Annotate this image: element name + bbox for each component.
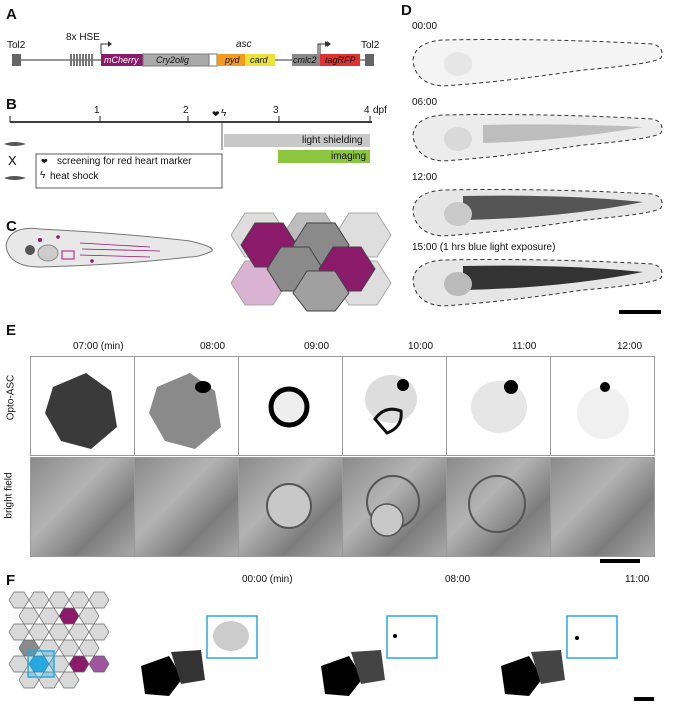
mcherry-box [101, 54, 143, 66]
pyd-box [217, 54, 245, 66]
fish-image-12 [403, 170, 669, 248]
imaging-label: imaging [331, 151, 367, 162]
timeline-diagram [4, 116, 372, 189]
scale-bar-e [600, 559, 640, 563]
e-time-4: 11:00 [512, 341, 537, 352]
panel-label-a: A [6, 6, 17, 23]
f-tile-3 [481, 588, 658, 702]
pyd-label: pyd [225, 55, 240, 65]
tol2-left-label: Tol2 [7, 40, 26, 51]
fish-region-box [61, 250, 75, 260]
e-time-0: 07:00 (min) [73, 341, 124, 352]
fish-image-06 [403, 95, 669, 173]
hexagon-grid-f [8, 591, 110, 689]
fish-schematic [5, 227, 213, 268]
tagrfp-label: tagRFP [325, 55, 356, 65]
d-time-00: 00:00 [412, 21, 438, 32]
tol2-right-label: Tol2 [361, 40, 380, 51]
cry2olig-label: Cry2olig [156, 55, 190, 65]
legend-bolt-icon: ϟ [40, 170, 46, 181]
card-label: card [250, 55, 268, 65]
legend-heart-text: screening for red heart marker [57, 156, 192, 167]
fish-icon-top [4, 142, 26, 146]
opto-tile-4 [342, 356, 447, 456]
panel-label-b: B [6, 96, 17, 113]
tick-label-2: 2 [183, 105, 189, 116]
opto-tile-5 [446, 356, 551, 456]
hse-promoter-arrow [100, 43, 110, 54]
fish-image-15 [403, 240, 669, 318]
tick-label-3: 3 [273, 105, 279, 116]
bf-tile-6 [550, 457, 655, 557]
d-time-06: 06:00 [412, 97, 438, 108]
tick-unit: dpf [373, 105, 387, 116]
tol2-right-box [365, 54, 374, 66]
opto-tile-3 [238, 356, 343, 456]
asc-label: asc [236, 39, 252, 50]
bf-tile-2 [134, 457, 239, 557]
panel-label-d: D [401, 2, 412, 19]
opto-tile-2 [134, 356, 239, 456]
panel-label-e: E [6, 322, 17, 339]
panel-label-f: F [6, 572, 16, 589]
f-tile-2 [301, 588, 478, 702]
heart-icon: ❤ [212, 109, 220, 119]
row-label-opto: Opto-ASC [5, 374, 17, 421]
scale-bar-f [634, 697, 654, 701]
f-time-0: 00:00 (min) [242, 574, 293, 585]
hse-label: 8x HSE [66, 32, 100, 43]
card-box [245, 54, 275, 66]
bolt-icon: ϟ [221, 108, 227, 119]
opto-tile-6 [550, 356, 655, 456]
tick-label-1: 1 [94, 105, 100, 116]
cross-symbol: X [8, 153, 17, 168]
e-time-3: 10:00 [408, 341, 434, 352]
f-tile-1 [121, 588, 298, 702]
legend-heat-text: heat shock [50, 171, 99, 182]
d-time-15: 15:00 (1 hrs blue light exposure) [412, 242, 556, 253]
fish-image-00 [403, 20, 669, 98]
opto-tile-1 [30, 356, 135, 456]
hexagon-tissue [230, 212, 392, 312]
bf-tile-5 [446, 457, 551, 557]
cmlc2-label: cmlc2 [293, 55, 317, 65]
f-hex-selection [27, 650, 55, 678]
panel-label-c: C [6, 218, 17, 235]
hse-repeats [70, 54, 93, 66]
f-time-1: 08:00 [445, 574, 471, 585]
bf-tile-1 [30, 457, 135, 557]
d-time-12: 12:00 [412, 172, 438, 183]
legend-box [35, 153, 223, 189]
bf-tile-3 [238, 457, 343, 557]
imaging-bar [278, 150, 370, 163]
fish-icon-bottom [4, 176, 26, 180]
construct-overlay [292, 41, 360, 66]
light-shielding-label: light shielding [302, 135, 363, 146]
tick-label-4: 4 [364, 105, 370, 116]
tol2-left-box [12, 54, 21, 66]
scale-bar-d [619, 310, 661, 314]
f-time-2: 11:00 [625, 574, 650, 585]
light-shielding-bar [224, 134, 370, 147]
e-time-5: 12:00 [617, 341, 643, 352]
e-time-2: 09:00 [304, 341, 330, 352]
e-time-1: 08:00 [200, 341, 226, 352]
mcherry-label: mCherry [104, 55, 139, 65]
legend-heart-icon: ❤ [41, 157, 48, 166]
bf-tile-4 [342, 457, 447, 557]
row-label-bf: bright field [3, 472, 15, 519]
